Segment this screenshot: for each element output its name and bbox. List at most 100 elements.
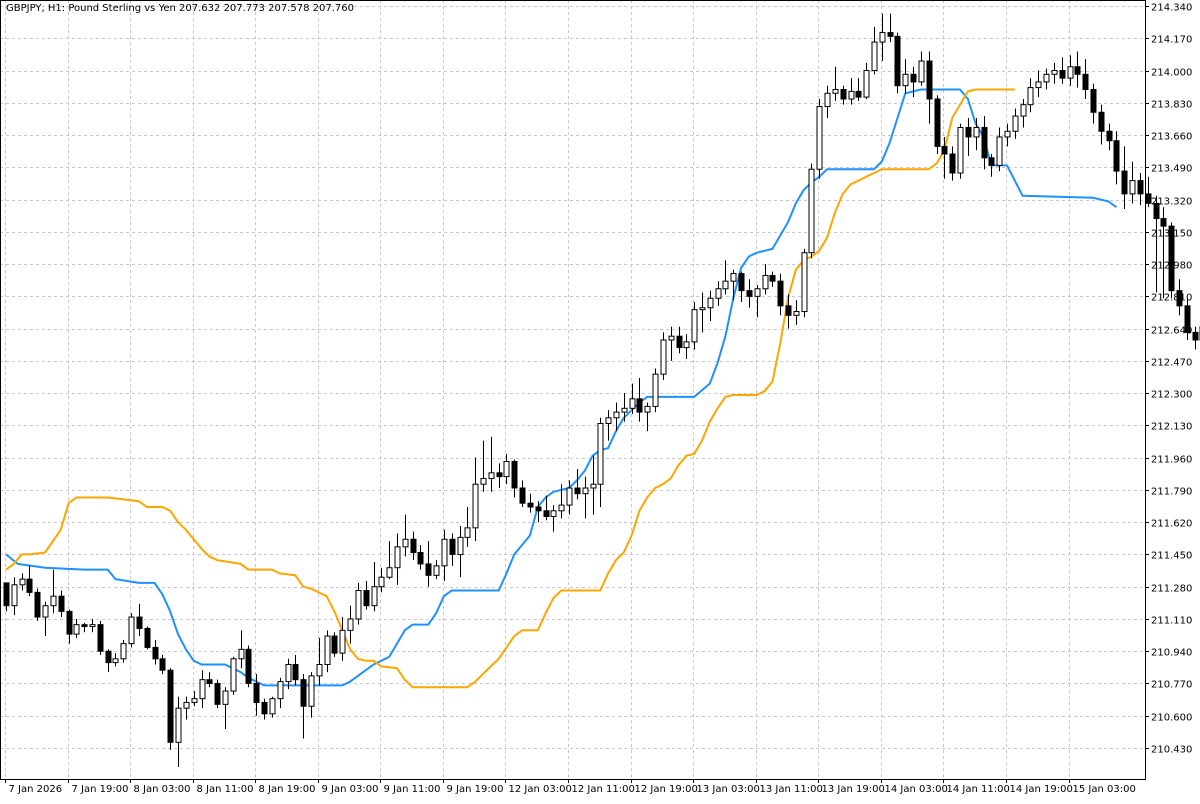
candle bbox=[973, 117, 980, 151]
candle-body-bear bbox=[887, 32, 894, 37]
candle bbox=[1043, 68, 1050, 90]
candle-body-bull bbox=[652, 373, 659, 407]
candle-body-bull bbox=[480, 478, 487, 485]
candle-body-bear bbox=[1082, 73, 1089, 90]
candle bbox=[558, 484, 565, 519]
candle bbox=[707, 290, 714, 322]
candle-body-bull bbox=[863, 70, 870, 98]
candle-body-bull bbox=[715, 288, 722, 299]
candle bbox=[363, 581, 370, 610]
candle bbox=[855, 78, 862, 101]
candle bbox=[965, 117, 972, 156]
candle-body-bear bbox=[840, 88, 847, 100]
candle bbox=[879, 13, 886, 62]
candle-body-bull bbox=[386, 567, 393, 578]
candle-body-bear bbox=[331, 635, 338, 654]
candle bbox=[339, 617, 346, 661]
candle-body-bull bbox=[433, 565, 440, 576]
candle-body-bear bbox=[261, 701, 268, 715]
candle bbox=[324, 630, 331, 673]
candle bbox=[574, 469, 581, 500]
candle bbox=[730, 269, 737, 301]
candle-body-bull bbox=[19, 578, 26, 586]
candle bbox=[1074, 51, 1081, 88]
x-tick-label: 13 Jan 19:00 bbox=[822, 784, 885, 795]
candle bbox=[167, 668, 174, 750]
candle-body-bear bbox=[894, 35, 901, 87]
candle bbox=[926, 51, 933, 124]
y-tick-label: 211.620 bbox=[1151, 519, 1192, 530]
candle bbox=[621, 393, 628, 422]
x-tick-label: 13 Jan 03:00 bbox=[697, 784, 760, 795]
candle bbox=[152, 639, 159, 665]
candle bbox=[159, 655, 166, 674]
candle-body-bull bbox=[597, 422, 604, 485]
candle bbox=[636, 377, 643, 422]
candle bbox=[738, 271, 745, 303]
candle bbox=[887, 13, 894, 43]
candle-body-bull bbox=[683, 341, 690, 349]
candle bbox=[191, 691, 198, 707]
candle-body-bull bbox=[1035, 81, 1042, 89]
candle bbox=[918, 51, 925, 86]
candle bbox=[996, 127, 1003, 172]
candle bbox=[199, 670, 206, 709]
candle bbox=[1098, 104, 1105, 145]
candle bbox=[894, 32, 901, 94]
candle-body-bull bbox=[120, 643, 127, 660]
candle bbox=[1090, 83, 1097, 124]
candle bbox=[230, 656, 237, 695]
x-tick-label: 14 Jan 19:00 bbox=[1010, 784, 1073, 795]
plot-border bbox=[0, 0, 1146, 780]
candle bbox=[26, 565, 33, 597]
candle-body-bear bbox=[981, 126, 988, 159]
candle bbox=[582, 476, 589, 519]
candle-body-bear bbox=[926, 60, 933, 100]
candle-body-bull bbox=[590, 483, 597, 489]
candle-body-bull bbox=[848, 90, 855, 100]
y-tick-label: 214.170 bbox=[1151, 35, 1192, 46]
candle-body-bear bbox=[785, 305, 792, 316]
blue-line-series bbox=[5, 88, 1117, 687]
candle-body-bear bbox=[934, 98, 941, 147]
candle bbox=[331, 632, 338, 657]
candle-body-bull bbox=[613, 411, 620, 419]
candle bbox=[245, 645, 252, 688]
candle-body-bull bbox=[1129, 180, 1136, 195]
x-tick-label: 14 Jan 03:00 bbox=[885, 784, 948, 795]
candle-body-bull bbox=[824, 92, 831, 108]
candle-body-bull bbox=[222, 690, 229, 705]
candle-body-bull bbox=[402, 538, 409, 548]
candle-body-bull bbox=[112, 658, 119, 664]
candle bbox=[417, 544, 424, 570]
candle bbox=[535, 501, 542, 523]
x-tick-label: 9 Jan 03:00 bbox=[322, 784, 379, 795]
candle-body-bear bbox=[167, 669, 174, 743]
candle bbox=[1020, 98, 1027, 128]
y-tick-label: 212.300 bbox=[1151, 390, 1192, 401]
candle-body-bear bbox=[3, 582, 10, 607]
candle-body-bull bbox=[801, 252, 808, 313]
y-tick-label: 212.980 bbox=[1151, 261, 1192, 272]
x-tick-label: 9 Jan 19:00 bbox=[447, 784, 504, 795]
candle-body-bull bbox=[707, 297, 714, 309]
candle-body-bear bbox=[511, 460, 518, 489]
candle-body-bear bbox=[425, 563, 432, 576]
candle bbox=[1184, 298, 1191, 340]
candle bbox=[472, 457, 479, 542]
candle bbox=[277, 677, 284, 709]
y-tick-label: 211.960 bbox=[1151, 455, 1192, 466]
candle bbox=[988, 154, 995, 177]
candle-body-bear bbox=[292, 664, 299, 681]
candle-body-bull bbox=[355, 589, 362, 620]
candle-body-bear bbox=[1137, 180, 1144, 195]
candle-body-bear bbox=[1176, 290, 1183, 307]
y-tick-label: 213.320 bbox=[1151, 197, 1192, 208]
candle-body-bull bbox=[762, 274, 769, 290]
candle bbox=[238, 630, 245, 669]
indicator-lines bbox=[5, 88, 1117, 689]
candle bbox=[910, 66, 917, 98]
y-tick-label: 212.640 bbox=[1151, 326, 1192, 337]
